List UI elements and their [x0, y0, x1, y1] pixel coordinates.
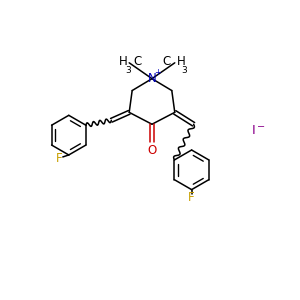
Text: C: C [163, 55, 171, 68]
Text: O: O [147, 143, 157, 157]
Text: C: C [133, 55, 141, 68]
Text: N: N [148, 72, 156, 85]
Text: −: − [257, 122, 265, 132]
Text: H: H [118, 55, 127, 68]
Text: 3: 3 [125, 66, 131, 75]
Text: F: F [188, 191, 195, 204]
Text: +: + [154, 68, 161, 77]
Text: I: I [252, 124, 256, 137]
Text: F: F [56, 152, 62, 165]
Text: H: H [177, 55, 185, 68]
Text: 3: 3 [181, 66, 187, 75]
